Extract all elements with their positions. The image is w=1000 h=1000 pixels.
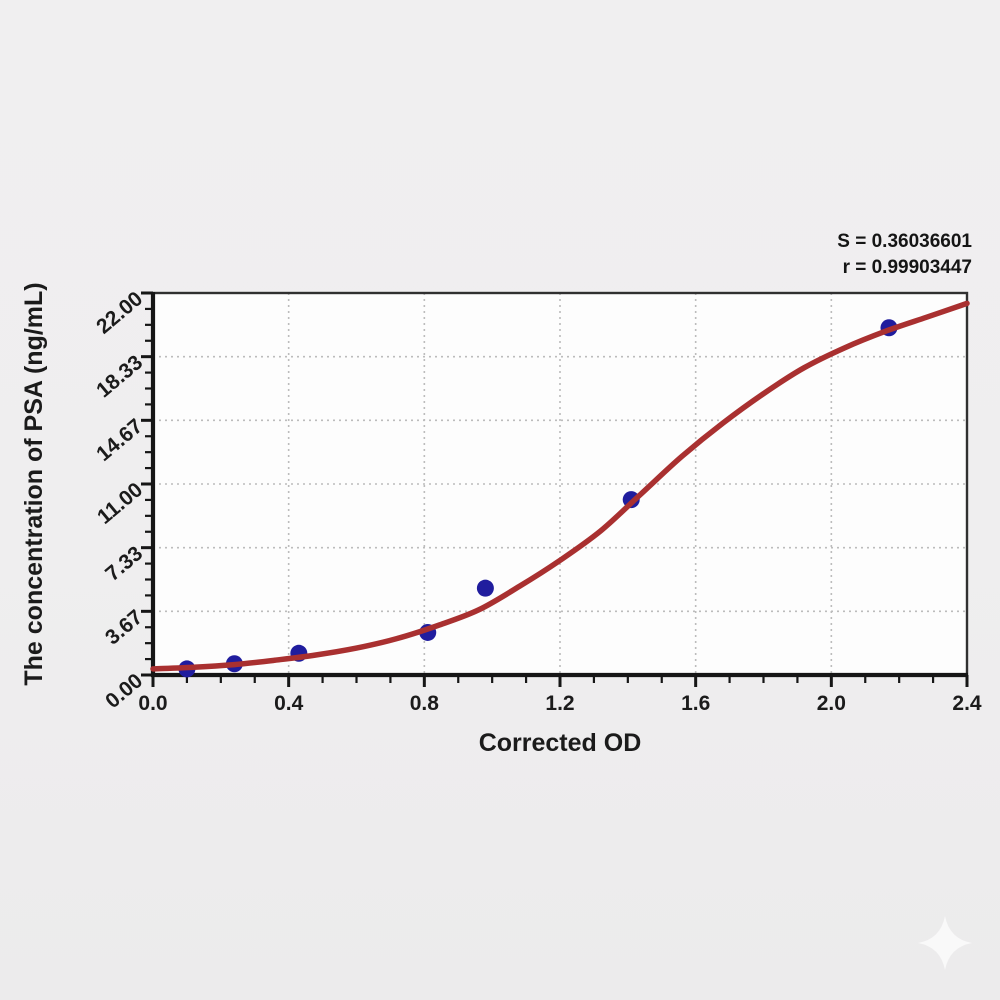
y-tick-label: 18.33: [92, 351, 147, 402]
x-tick-label: 2.0: [817, 692, 846, 715]
y-tick-label: 7.33: [101, 542, 147, 586]
sparkle-watermark-icon: [918, 916, 972, 970]
y-tick-label: 3.67: [101, 606, 147, 650]
y-tick-label: 14.67: [92, 415, 147, 466]
axis-ticks: [141, 291, 969, 687]
fitted-curve: [150, 300, 970, 672]
plot-area: 0.0 0.4 0.8 1.2 1.6 2.0 2.40.003.677.3311.0014…: [92, 287, 982, 715]
x-tick-label: 1.2: [545, 692, 574, 715]
y-axis-title: The concentration of PSA (ng/mL): [20, 282, 48, 685]
data-point: [476, 579, 494, 597]
y-tick-label: 22.00: [92, 287, 147, 338]
y-tick-label: 11.00: [93, 478, 147, 529]
x-tick-label: 1.6: [681, 692, 710, 715]
annotation-s-value: S = 0.36036601: [837, 231, 972, 252]
x-tick-label: 2.4: [952, 692, 982, 715]
x-tick-label: 0.0: [138, 692, 167, 715]
x-tick-label: 0.8: [410, 692, 440, 715]
x-tick-label: 0.4: [274, 692, 304, 715]
annotation-r-value: r = 0.99903447: [843, 257, 972, 278]
x-axis-title: Corrected OD: [479, 729, 642, 757]
